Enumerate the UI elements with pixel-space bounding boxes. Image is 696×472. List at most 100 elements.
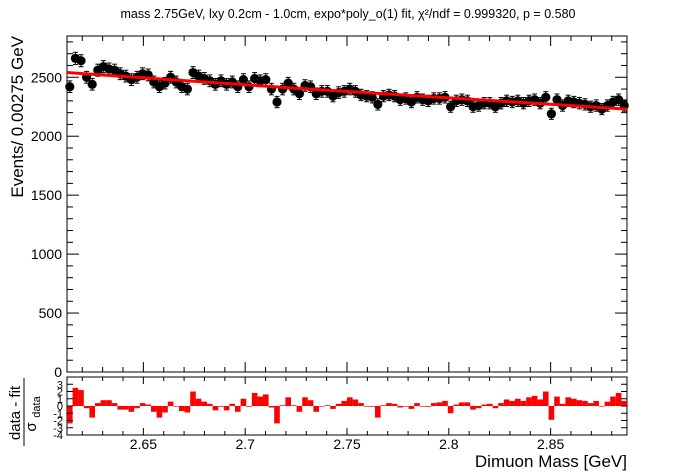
- residual-bar: [599, 406, 605, 407]
- residual-y-tick-label: 3: [57, 379, 63, 391]
- x-tick-label: 2.8: [439, 436, 459, 452]
- residual-bar: [481, 404, 487, 406]
- data-point: [272, 97, 282, 107]
- residual-y-tick-label: 1: [57, 394, 63, 406]
- residual-bar: [223, 406, 230, 411]
- residual-bar: [453, 404, 459, 406]
- residual-bar: [386, 403, 392, 406]
- residual-bar: [173, 406, 179, 407]
- residual-bar: [251, 392, 258, 406]
- fit-curve: [66, 71, 628, 111]
- data-point: [238, 75, 249, 85]
- data-point: [261, 75, 271, 85]
- residual-bar: [559, 403, 566, 406]
- residual-bar: [615, 392, 622, 406]
- residual-bar: [347, 397, 353, 406]
- residual-bar: [106, 400, 112, 406]
- residual-bar: [498, 403, 504, 406]
- residual-bar: [89, 406, 95, 418]
- residual-bar: [207, 403, 213, 406]
- data-point: [552, 95, 562, 105]
- residual-y-tick-label: 2: [57, 387, 63, 399]
- data-point: [541, 92, 551, 102]
- data-point: [546, 109, 557, 119]
- data-point: [87, 79, 97, 89]
- residual-bar: [274, 406, 280, 424]
- residual-bar: [403, 406, 409, 407]
- residual-bars: [67, 387, 627, 424]
- residual-bar: [543, 391, 549, 406]
- residual-bar: [335, 403, 342, 406]
- residual-bar: [425, 406, 431, 407]
- residual-bar: [436, 402, 443, 406]
- main-y-tick-labels: 0 500 1000 1500 2000 2500: [31, 69, 62, 380]
- main-y-tick-label: 500: [39, 305, 63, 321]
- residual-bar: [162, 406, 168, 413]
- residual-bar: [593, 400, 599, 406]
- residual-bar: [414, 403, 420, 406]
- data-point: [65, 82, 75, 92]
- residual-bar: [279, 405, 286, 406]
- residual-bar: [123, 406, 129, 410]
- residual-bar: [408, 406, 415, 409]
- residual-bar: [128, 406, 135, 412]
- residual-bar: [257, 396, 263, 406]
- residual-bar: [307, 400, 314, 406]
- residual-bar: [285, 397, 291, 406]
- residual-bar: [218, 406, 224, 407]
- residual-bar: [470, 406, 476, 410]
- residual-bar: [397, 406, 403, 408]
- residual-bar: [302, 397, 308, 406]
- residual-bar: [134, 406, 140, 409]
- main-y-tick-label: 0: [54, 364, 62, 380]
- x-tick-label: 2.85: [537, 436, 564, 452]
- residual-bar: [195, 398, 202, 406]
- residual-bar: [291, 405, 297, 406]
- residual-bar: [246, 406, 252, 407]
- main-y-tick-label: 1500: [31, 187, 62, 203]
- residual-bar: [330, 406, 336, 409]
- residual-bar: [190, 391, 196, 406]
- residual-bar: [419, 406, 426, 407]
- x-tick-label: 2.75: [333, 436, 360, 452]
- data-point: [76, 56, 86, 66]
- residual-bar: [358, 403, 364, 406]
- data-point: [614, 95, 624, 105]
- residual-ylabel-subscript: data: [31, 395, 43, 417]
- x-tick-labels: 2.65 2.7 2.75 2.8 2.85: [130, 436, 565, 452]
- x-tick-label: 2.65: [130, 436, 157, 452]
- data-point: [367, 92, 377, 102]
- residual-bar: [621, 400, 627, 406]
- residual-bar: [352, 399, 359, 406]
- x-axis-label: Dimuon Mass [GeV]: [475, 452, 627, 471]
- residual-bar: [139, 403, 146, 406]
- residual-bar: [447, 406, 454, 414]
- main-y-tick-label: 2000: [31, 128, 62, 144]
- main-y-axis-label: Events/ 0.00275 GeV: [8, 35, 27, 197]
- residual-bar: [380, 405, 387, 406]
- residual-bar: [548, 406, 555, 420]
- residual-bar: [156, 406, 163, 418]
- residual-bar: [431, 403, 437, 406]
- residual-bar: [167, 401, 174, 406]
- residual-y-axis-label: data - fit σ data: [7, 378, 43, 446]
- residual-y-tick-label: -3: [53, 423, 63, 435]
- main-y-tick-label: 1000: [31, 246, 62, 262]
- residual-bar: [587, 403, 594, 406]
- residual-bar: [576, 400, 583, 406]
- residual-bar: [268, 406, 275, 408]
- residual-y-tick-label: -2: [53, 416, 63, 428]
- residual-bar: [212, 406, 219, 411]
- residual-bar: [459, 402, 465, 406]
- residual-bar: [67, 406, 73, 424]
- residual-bar: [610, 396, 616, 406]
- residual-bar: [296, 406, 303, 412]
- data-point: [294, 89, 305, 99]
- residual-bar: [442, 400, 448, 406]
- residual-bar: [145, 404, 151, 406]
- residual-axis-ticks: [67, 376, 627, 436]
- residual-bar: [391, 403, 398, 406]
- data-point: [446, 102, 456, 112]
